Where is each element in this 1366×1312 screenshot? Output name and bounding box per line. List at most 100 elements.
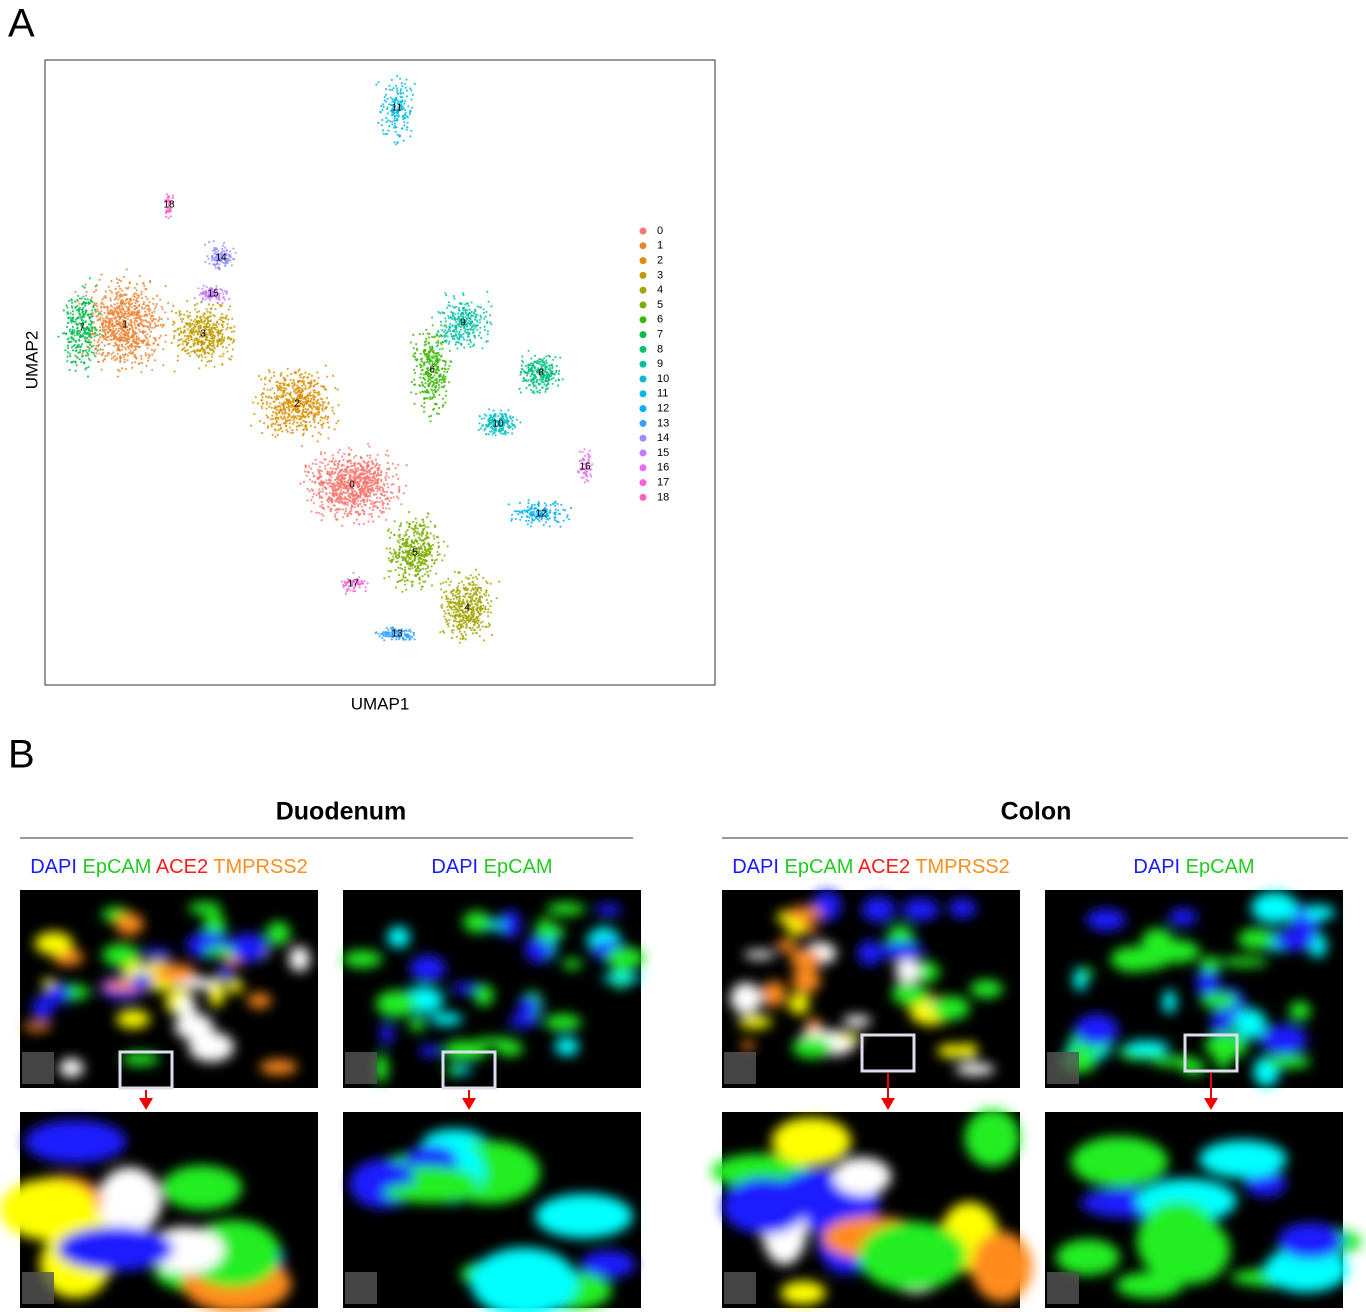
umap-point (133, 298, 135, 300)
umap-point (73, 332, 75, 334)
umap-point (212, 323, 214, 325)
umap-point (320, 480, 322, 482)
umap-point (227, 326, 229, 328)
umap-point (208, 326, 210, 328)
umap-point (207, 344, 209, 346)
umap-point (426, 516, 428, 518)
umap-point (335, 488, 337, 490)
umap-point (327, 506, 329, 508)
umap-point (263, 422, 265, 424)
umap-point (130, 322, 132, 324)
umap-point (209, 343, 211, 345)
umap-point (124, 347, 126, 349)
umap-point (101, 298, 103, 300)
umap-point (202, 351, 204, 353)
umap-point (126, 315, 128, 317)
umap-point (497, 415, 499, 417)
umap-point (327, 463, 329, 465)
umap-point (383, 577, 385, 579)
umap-point (471, 609, 473, 611)
umap-point (357, 467, 359, 469)
umap-point (405, 534, 407, 536)
umap-point (279, 382, 281, 384)
umap-point (129, 324, 131, 326)
umap-point (505, 414, 507, 416)
umap-point (290, 432, 292, 434)
umap-point (335, 494, 337, 496)
umap-point (445, 618, 447, 620)
umap-point (135, 337, 137, 339)
umap-point (440, 355, 442, 357)
umap-point (460, 604, 462, 606)
umap-point (75, 291, 77, 293)
umap-point (400, 503, 402, 505)
umap-point (319, 505, 321, 507)
umap-point (393, 553, 395, 555)
umap-point (307, 409, 309, 411)
umap-point (468, 596, 470, 598)
umap-point (387, 486, 389, 488)
umap-point (450, 361, 452, 363)
umap-point (92, 306, 94, 308)
umap-point (280, 409, 282, 411)
umap-point (135, 327, 137, 329)
umap-point (424, 573, 426, 575)
umap-point (115, 288, 117, 290)
umap-point (322, 422, 324, 424)
umap-point (76, 327, 78, 329)
umap-point (67, 322, 69, 324)
umap-point (200, 354, 202, 356)
umap-point (444, 554, 446, 556)
umap-point (76, 364, 78, 366)
umap-point (93, 291, 95, 293)
umap-point (105, 291, 107, 293)
umap-point (405, 560, 407, 562)
umap-point (269, 371, 271, 373)
umap-point (210, 308, 212, 310)
umap-point (530, 375, 532, 377)
umap-point (135, 349, 137, 351)
umap-point (428, 547, 430, 549)
umap-point (310, 425, 312, 427)
umap-point (82, 285, 84, 287)
umap-point (96, 334, 98, 336)
umap-point (319, 466, 321, 468)
umap-point (479, 319, 481, 321)
umap-point (395, 586, 397, 588)
umap-point (66, 326, 68, 328)
umap-point (443, 386, 445, 388)
umap-point (479, 592, 481, 594)
umap-point (385, 519, 387, 521)
umap-point (483, 318, 485, 320)
umap-point (487, 611, 489, 613)
umap-point (455, 607, 457, 609)
umap-point (94, 355, 96, 357)
umap-point (434, 357, 436, 359)
umap-point (438, 380, 440, 382)
umap-point (390, 497, 392, 499)
umap-point (459, 619, 461, 621)
umap-point (460, 627, 462, 629)
umap-point (67, 355, 69, 357)
umap-point (305, 421, 307, 423)
umap-point (338, 501, 340, 503)
umap-point (109, 339, 111, 341)
umap-point (111, 357, 113, 359)
umap-point (482, 626, 484, 628)
umap-point (422, 519, 424, 521)
umap-point (380, 493, 382, 495)
umap-point (432, 357, 434, 359)
umap-point (112, 351, 114, 353)
umap-point (390, 532, 392, 534)
umap-point (315, 459, 317, 461)
umap-point (354, 498, 356, 500)
umap-point (436, 333, 438, 335)
umap-point (98, 313, 100, 315)
umap-point (177, 345, 179, 347)
umap-point (370, 479, 372, 481)
umap-point (545, 385, 547, 387)
umap-point (97, 350, 99, 352)
umap-point (400, 546, 402, 548)
umap-point (152, 298, 154, 300)
umap-point (545, 371, 547, 373)
